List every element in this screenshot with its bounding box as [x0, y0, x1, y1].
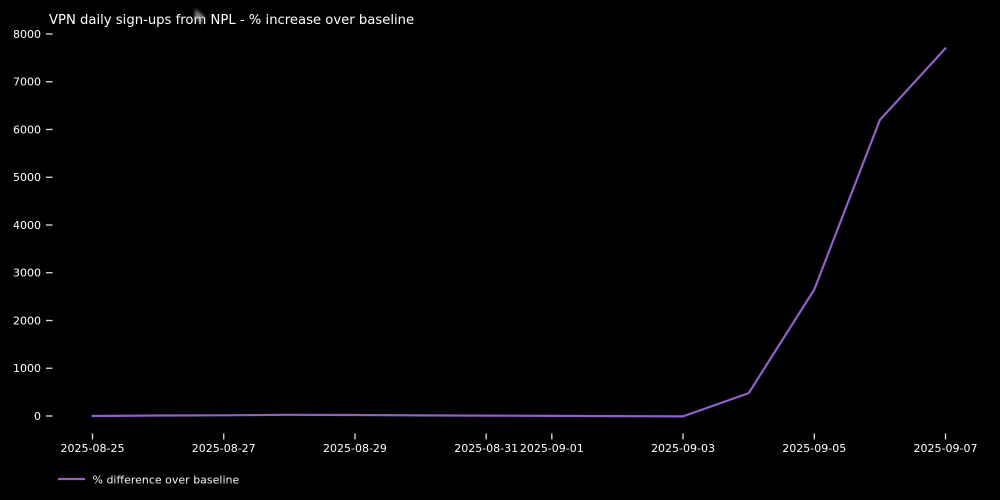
x-tick-label: 2025-09-03 [651, 442, 715, 455]
y-tick-label: 2000 [13, 314, 41, 327]
y-tick-label: 8000 [13, 28, 41, 41]
y-axis: 0 1000 2000 3000 4000 5000 6000 7000 8000 [13, 28, 53, 423]
x-tick-label: 2025-08-31 [454, 442, 518, 455]
x-tick-label: 2025-08-29 [323, 442, 387, 455]
series-group [91, 47, 947, 418]
x-tick-label: 2025-09-05 [782, 442, 846, 455]
y-tick-label: 0 [34, 410, 41, 423]
x-tick-label: 2025-08-25 [61, 442, 125, 455]
y-tick-label: 4000 [13, 219, 41, 232]
y-tick-label: 5000 [13, 171, 41, 184]
y-tick-label: 1000 [13, 362, 41, 375]
x-tick-label: 2025-09-01 [520, 442, 584, 455]
mouse-cursor-icon [195, 9, 206, 24]
y-tick-label: 7000 [13, 76, 41, 89]
series-line [91, 47, 947, 418]
chart-title: VPN daily sign-ups from NPL - % increase… [49, 13, 414, 28]
x-tick-label: 2025-09-07 [914, 442, 978, 455]
x-axis: 2025-08-25 2025-08-27 2025-08-29 2025-08-31… [61, 433, 978, 455]
legend-label: % difference over baseline [93, 474, 240, 487]
y-tick-label: 3000 [13, 267, 41, 280]
legend: % difference over baseline [58, 474, 239, 487]
x-tick-label: 2025-08-27 [192, 442, 256, 455]
y-tick-label: 6000 [13, 123, 41, 136]
